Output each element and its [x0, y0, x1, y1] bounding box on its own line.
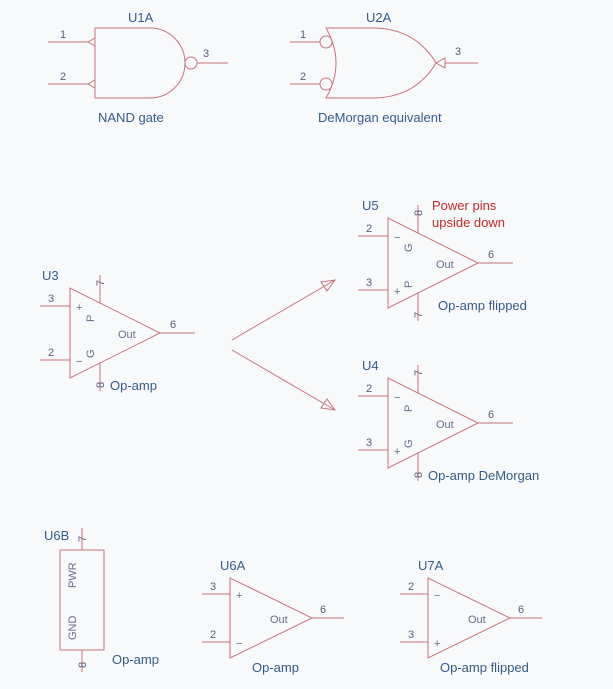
- caption-u6a: Op-amp: [252, 660, 299, 675]
- opamp-u4: U4 2 3 6 7 8 − + Out P G Op-amp DeMorgan: [358, 358, 539, 483]
- ref-u1a: U1A: [128, 10, 154, 25]
- svg-text:+: +: [434, 638, 440, 650]
- warn-l1: Power pins: [432, 198, 497, 213]
- svg-text:6: 6: [518, 604, 524, 616]
- svg-text:+: +: [236, 590, 242, 602]
- svg-text:7: 7: [95, 280, 107, 286]
- svg-text:7: 7: [413, 312, 425, 318]
- warn-l2: upside down: [432, 215, 505, 230]
- svg-text:G: G: [403, 243, 415, 252]
- svg-text:3: 3: [366, 277, 372, 289]
- ref-u6b: U6B: [44, 528, 69, 543]
- svg-text:6: 6: [488, 249, 494, 261]
- svg-text:G: G: [85, 349, 97, 358]
- arrow-up: [232, 280, 335, 340]
- caption-u4: Op-amp DeMorgan: [428, 468, 539, 483]
- svg-text:−: −: [236, 638, 242, 650]
- svg-text:7: 7: [413, 370, 425, 376]
- svg-text:6: 6: [320, 604, 326, 616]
- caption-nand: NAND gate: [98, 110, 164, 125]
- svg-text:−: −: [394, 232, 400, 244]
- svg-text:Out: Out: [436, 259, 454, 271]
- svg-text:PWR: PWR: [67, 562, 79, 588]
- svg-text:+: +: [394, 286, 400, 298]
- ref-u6a: U6A: [220, 558, 246, 573]
- svg-text:3: 3: [210, 581, 216, 593]
- svg-text:2: 2: [48, 347, 54, 359]
- svg-text:1: 1: [300, 29, 306, 41]
- svg-text:3: 3: [408, 629, 414, 641]
- svg-text:7: 7: [77, 536, 89, 542]
- svg-text:6: 6: [170, 319, 176, 331]
- ref-u7a: U7A: [418, 558, 444, 573]
- svg-text:8: 8: [413, 210, 425, 216]
- caption-u6b: Op-amp: [112, 652, 159, 667]
- opamp-u5: U5 Power pins upside down 2 3 6 8 7 − + …: [358, 198, 527, 321]
- caption-demorgan: DeMorgan equivalent: [318, 110, 442, 125]
- gate-u1a-nand: U1A 1 2 3 NAND gate: [48, 10, 228, 125]
- svg-text:2: 2: [408, 581, 414, 593]
- svg-text:2: 2: [366, 383, 372, 395]
- arrow-down: [232, 350, 335, 410]
- svg-text:2: 2: [300, 71, 306, 83]
- ref-u2a: U2A: [366, 10, 392, 25]
- gate-u2a-demorgan: U2A 1 2 3 DeMorgan equivalent: [290, 10, 478, 125]
- svg-text:Out: Out: [118, 329, 136, 341]
- opamp-u6a: U6A 3 2 6 + − Out Op-amp: [202, 558, 344, 675]
- caption-u3: Op-amp: [110, 378, 157, 393]
- svg-text:P: P: [85, 315, 97, 322]
- svg-text:2: 2: [210, 629, 216, 641]
- svg-text:6: 6: [488, 409, 494, 421]
- svg-text:3: 3: [366, 437, 372, 449]
- ref-u4: U4: [362, 358, 379, 373]
- svg-text:2: 2: [60, 71, 66, 83]
- opamp-u7a: U7A 2 3 6 − + Out Op-amp flipped: [400, 558, 542, 675]
- svg-text:GND: GND: [67, 616, 79, 641]
- svg-text:−: −: [434, 590, 440, 602]
- svg-text:3: 3: [455, 46, 461, 58]
- caption-u5: Op-amp flipped: [438, 298, 527, 313]
- svg-text:8: 8: [77, 662, 89, 668]
- svg-text:Out: Out: [270, 614, 288, 626]
- svg-text:8: 8: [413, 472, 425, 478]
- svg-text:P: P: [403, 281, 415, 288]
- svg-text:2: 2: [366, 223, 372, 235]
- svg-text:+: +: [76, 302, 82, 314]
- svg-text:+: +: [394, 446, 400, 458]
- svg-text:P: P: [403, 405, 415, 412]
- caption-u7a: Op-amp flipped: [440, 660, 529, 675]
- opamp-u3: U3 3 2 6 7 8 + − Out P G Op-amp: [40, 268, 195, 393]
- svg-text:8: 8: [95, 382, 107, 388]
- svg-text:Out: Out: [436, 419, 454, 431]
- svg-text:3: 3: [48, 293, 54, 305]
- ref-u5: U5: [362, 198, 379, 213]
- svg-text:1: 1: [60, 29, 66, 41]
- opamp-u6b: U6B 7 8 PWR GND Op-amp: [44, 528, 159, 672]
- svg-text:Out: Out: [468, 614, 486, 626]
- svg-text:G: G: [403, 439, 415, 448]
- svg-text:−: −: [76, 356, 82, 368]
- svg-text:3: 3: [203, 48, 209, 60]
- schematic-diagram: U1A 1 2 3 NAND gate U2A 1 2 3 DeMo: [0, 0, 613, 689]
- ref-u3: U3: [42, 268, 59, 283]
- svg-text:−: −: [394, 392, 400, 404]
